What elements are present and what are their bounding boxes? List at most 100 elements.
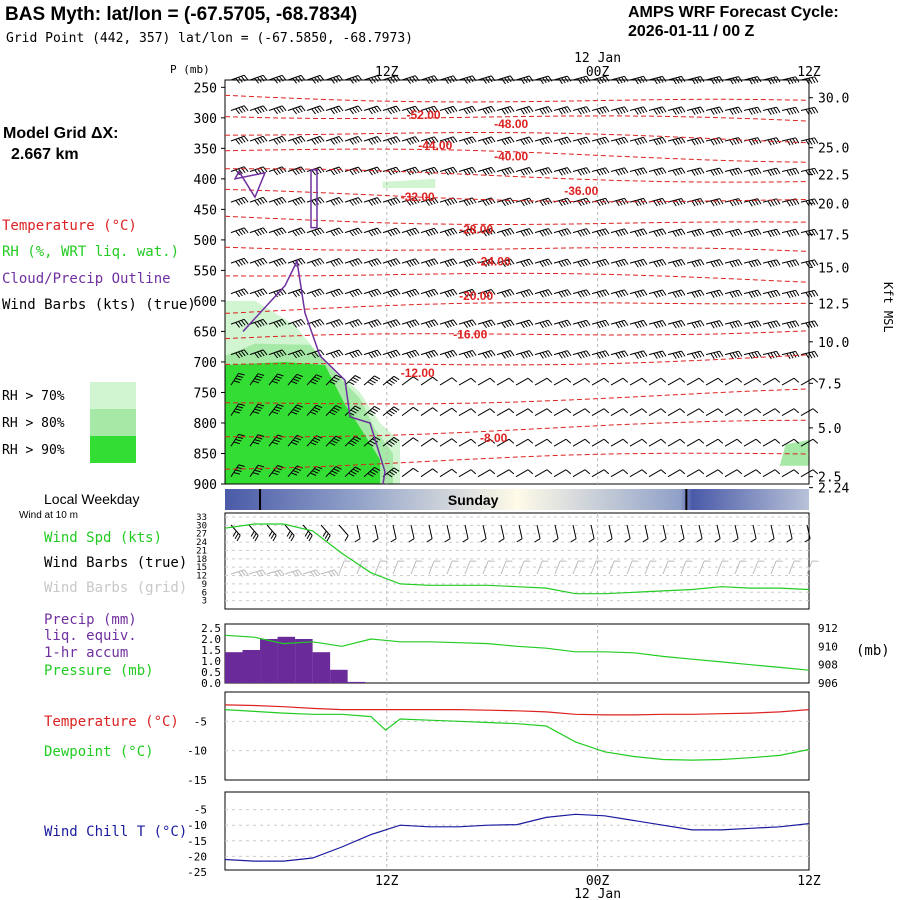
temperature-contour-label: -36.00 bbox=[564, 184, 598, 198]
upper-air-wind-barb bbox=[781, 377, 800, 386]
upper-air-wind-barb bbox=[363, 75, 382, 84]
upper-air-wind-barb bbox=[534, 167, 553, 176]
model-grid-label: Model Grid ΔX: bbox=[3, 125, 119, 142]
upper-air-wind-barb bbox=[762, 259, 781, 268]
upper-air-wind-barb bbox=[306, 166, 325, 176]
upper-air-wind-barb bbox=[515, 319, 534, 329]
upper-air-wind-barb bbox=[230, 403, 245, 416]
surface-wind-barb-grid bbox=[572, 560, 585, 575]
temperature-contour bbox=[224, 330, 810, 340]
upper-air-wind-barb bbox=[249, 373, 265, 386]
upper-air-wind-barb bbox=[344, 197, 363, 206]
upper-air-wind-barb bbox=[363, 405, 381, 417]
upper-air-wind-barb bbox=[515, 75, 534, 85]
upper-air-wind-barb bbox=[249, 434, 265, 447]
surface-wind-barb-grid bbox=[716, 560, 729, 575]
temperature-contour bbox=[224, 115, 810, 122]
upper-air-wind-barb bbox=[781, 320, 800, 329]
upper-air-wind-barb bbox=[458, 350, 477, 359]
surface-wind-barb-grid bbox=[446, 560, 459, 575]
upper-air-wind-barb bbox=[762, 137, 781, 146]
surface-wind-barb-true bbox=[768, 524, 775, 543]
temperature-contour bbox=[224, 272, 810, 283]
upper-air-wind-barb bbox=[496, 167, 515, 176]
surface-wind-barb-grid bbox=[428, 560, 441, 575]
upper-air-wind-barb bbox=[477, 136, 496, 145]
upper-air-wind-barb bbox=[382, 227, 401, 237]
upper-air-wind-barb bbox=[458, 288, 477, 298]
upper-air-wind-barb bbox=[534, 469, 553, 478]
upper-air-wind-barb bbox=[762, 408, 781, 417]
pressure-tick-label: 550 bbox=[194, 264, 217, 279]
upper-air-wind-barb bbox=[667, 438, 686, 447]
upper-air-wind-barb bbox=[553, 167, 572, 176]
upper-air-wind-barb bbox=[249, 135, 268, 145]
upper-air-wind-barb bbox=[325, 136, 344, 145]
upper-air-wind-barb bbox=[344, 166, 363, 176]
upper-air-wind-barb bbox=[705, 350, 724, 359]
upper-air-wind-barb bbox=[268, 373, 284, 386]
upper-air-wind-barb bbox=[382, 349, 401, 359]
height-tick-label: 15.0 bbox=[818, 261, 849, 276]
rh-legend-80-swatch bbox=[90, 409, 136, 436]
upper-air-wind-barb bbox=[534, 438, 553, 447]
precip-bar bbox=[330, 669, 348, 683]
upper-air-wind-barb bbox=[325, 288, 344, 298]
upper-air-wind-barb bbox=[344, 375, 361, 386]
wind-tick-label: 15 bbox=[196, 563, 207, 573]
upper-air-wind-barb bbox=[306, 197, 325, 206]
upper-air-wind-barb bbox=[667, 167, 686, 176]
upper-air-wind-barb bbox=[553, 75, 572, 85]
upper-air-wind-barb bbox=[591, 167, 610, 176]
upper-air-wind-barb bbox=[230, 318, 249, 328]
upper-air-wind-barb bbox=[287, 196, 306, 206]
upper-air-wind-barb bbox=[686, 408, 705, 417]
upper-air-wind-barb bbox=[591, 106, 610, 115]
surface-wind-barb-grid bbox=[410, 560, 423, 575]
weekday-label: Local Weekday bbox=[44, 491, 140, 507]
surface-wind-barb-true bbox=[804, 524, 811, 543]
upper-air-wind-barb bbox=[534, 377, 553, 386]
wind-chill-tick-label: -15 bbox=[187, 835, 207, 848]
upper-air-wind-barb bbox=[420, 75, 439, 84]
upper-air-wind-barb bbox=[458, 105, 477, 115]
upper-air-wind-barb bbox=[439, 105, 458, 115]
precip-tick-label: 0.5 bbox=[201, 666, 221, 679]
upper-air-wind-barb bbox=[781, 228, 800, 238]
upper-air-wind-barb bbox=[458, 227, 477, 237]
upper-air-wind-barb bbox=[705, 377, 724, 386]
upper-air-wind-barb bbox=[553, 289, 572, 298]
temperature-contour bbox=[224, 94, 810, 103]
upper-air-wind-barb bbox=[724, 469, 743, 478]
upper-air-wind-barb bbox=[705, 167, 724, 176]
upper-air-wind-barb bbox=[230, 135, 249, 145]
upper-air-wind-barb bbox=[325, 435, 342, 447]
surface-wind-barb-grid bbox=[230, 569, 249, 577]
temperature-contour-label: -44.00 bbox=[418, 138, 452, 152]
upper-air-wind-barb bbox=[458, 75, 477, 84]
surface-wind-barb-true bbox=[372, 524, 379, 543]
surface-wind-barb-true bbox=[570, 524, 577, 543]
temperature-contour bbox=[224, 302, 810, 314]
upper-air-wind-barb bbox=[629, 106, 648, 115]
upper-air-wind-barb bbox=[439, 258, 458, 267]
upper-air-wind-barb bbox=[496, 197, 515, 207]
upper-air-wind-barb bbox=[648, 75, 667, 85]
upper-air-wind-barb bbox=[477, 197, 496, 206]
legend-wind-barbs: Wind Barbs (kts) (true) bbox=[2, 297, 196, 313]
upper-air-wind-barb bbox=[629, 136, 648, 146]
upper-air-wind-barb bbox=[420, 349, 439, 359]
upper-air-wind-barb bbox=[363, 227, 382, 237]
upper-air-wind-barb bbox=[382, 406, 400, 417]
upper-air-wind-barb bbox=[382, 258, 401, 267]
upper-air-wind-barb bbox=[534, 136, 553, 146]
temperature-tick-label: -5 bbox=[194, 715, 207, 728]
upper-air-wind-barb bbox=[306, 227, 325, 237]
upper-air-wind-barb bbox=[325, 75, 344, 84]
precip-tick-label: 1.5 bbox=[201, 644, 221, 657]
upper-air-wind-barb bbox=[287, 135, 306, 145]
upper-air-wind-barb bbox=[667, 320, 686, 329]
upper-air-wind-barb bbox=[420, 105, 439, 115]
upper-air-wind-barb bbox=[648, 289, 667, 298]
temperature-contour bbox=[224, 188, 810, 203]
